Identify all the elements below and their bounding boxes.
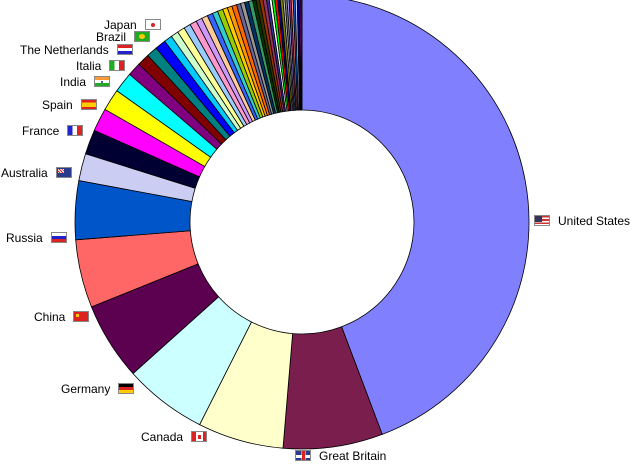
label-text: Italia: [76, 59, 102, 73]
label-great-britain: Great Britain: [295, 449, 386, 463]
flag-cn-icon: [73, 311, 90, 322]
flag-nl-icon: [116, 44, 133, 55]
label-text: Japan: [104, 18, 137, 32]
label-text: Canada: [141, 430, 184, 444]
label-canada: Canada: [141, 430, 208, 444]
label-text: China: [34, 310, 66, 324]
label-text: The Netherlands: [20, 43, 109, 57]
flag-br-icon: [134, 31, 151, 42]
flag-gb-icon: [295, 450, 311, 461]
label-japan: Japan: [104, 18, 161, 32]
label-united-states: United States: [534, 214, 630, 228]
label-the-netherlands: The Netherlands: [20, 43, 133, 57]
label-text: India: [60, 75, 87, 89]
label-china: China: [34, 310, 90, 324]
label-france: France: [22, 124, 84, 138]
slice-united-states: [301, 0, 530, 435]
label-italia: Italia: [76, 59, 126, 73]
label-text: Australia: [1, 166, 48, 180]
flag-jp-icon: [144, 19, 161, 30]
label-spain: Spain: [42, 98, 97, 112]
label-russia: Russia: [6, 231, 67, 245]
flag-de-icon: [118, 383, 135, 394]
flag-us-icon: [534, 215, 550, 226]
flag-ca-icon: [191, 431, 208, 442]
label-text: Germany: [61, 382, 111, 396]
flag-au-icon: [55, 167, 72, 178]
label-text: Spain: [42, 98, 73, 112]
label-text: United States: [558, 214, 631, 228]
slice-other-52: [300, 0, 303, 111]
flag-in-icon: [94, 76, 111, 87]
flag-fr-icon: [67, 125, 84, 136]
flag-ru-icon: [50, 232, 67, 243]
flag-it-icon: [109, 60, 126, 71]
label-text: Brazil: [96, 30, 127, 44]
label-text: Great Britain: [319, 449, 387, 463]
label-text: France: [22, 124, 60, 138]
label-australia: Australia: [1, 166, 72, 180]
label-text: Russia: [6, 231, 43, 245]
label-germany: Germany: [61, 382, 135, 396]
label-india: India: [60, 75, 111, 89]
label-brazil: Brazil: [96, 30, 151, 44]
flag-es-icon: [80, 99, 97, 110]
